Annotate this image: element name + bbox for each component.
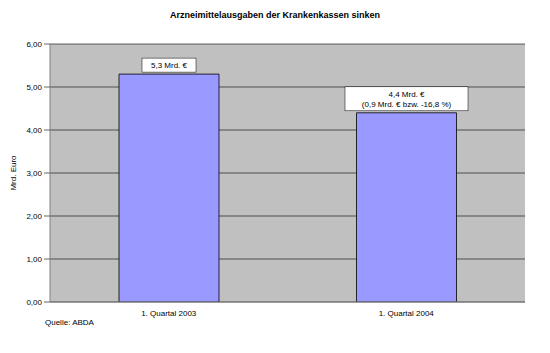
svg-text:1. Quartal 2003: 1. Quartal 2003 <box>141 309 197 318</box>
svg-text:2,00: 2,00 <box>26 212 42 221</box>
svg-text:5,3 Mrd. €: 5,3 Mrd. € <box>151 61 188 70</box>
svg-text:1,00: 1,00 <box>26 255 42 264</box>
html-text:Arzneimittelausgaben der Krank: Arzneimittelausgaben der Krankenkassen s… <box>170 10 380 20</box>
svg-text:0,00: 0,00 <box>26 298 42 307</box>
svg-text:(0,9 Mrd. € bzw. -16,8 %): (0,9 Mrd. € bzw. -16,8 %) <box>362 100 452 109</box>
html-text:Quelle: ABDA: Quelle: ABDA <box>45 318 94 327</box>
svg-text:6,00: 6,00 <box>26 40 42 49</box>
svg-text:3,00: 3,00 <box>26 169 42 178</box>
svg-text:5,00: 5,00 <box>26 83 42 92</box>
svg-text:1. Quartal 2004: 1. Quartal 2004 <box>379 309 435 318</box>
svg-text:4,00: 4,00 <box>26 126 42 135</box>
svg-text:4,4 Mrd. €: 4,4 Mrd. € <box>388 90 425 99</box>
svg-text:Mrd. Euro: Mrd. Euro <box>9 155 18 191</box>
